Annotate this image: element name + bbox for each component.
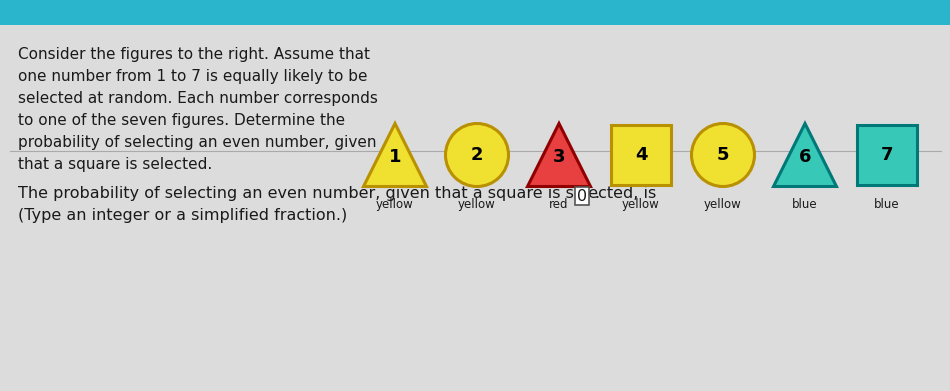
Text: Consider the figures to the right. Assume that: Consider the figures to the right. Assum… bbox=[18, 47, 370, 63]
Ellipse shape bbox=[692, 124, 754, 187]
Text: probability of selecting an even number, given: probability of selecting an even number,… bbox=[18, 135, 376, 151]
Ellipse shape bbox=[446, 124, 508, 187]
FancyBboxPatch shape bbox=[611, 125, 671, 185]
Text: 7: 7 bbox=[881, 146, 893, 164]
Text: .: . bbox=[594, 186, 599, 201]
Text: 5: 5 bbox=[716, 146, 730, 164]
FancyBboxPatch shape bbox=[857, 125, 917, 185]
Polygon shape bbox=[364, 124, 427, 187]
Text: The probability of selecting an even number, given that a square is selected, is: The probability of selecting an even num… bbox=[18, 186, 661, 201]
Text: 1: 1 bbox=[389, 149, 401, 167]
Text: yellow: yellow bbox=[458, 198, 496, 211]
Text: 2: 2 bbox=[471, 146, 484, 164]
Text: yellow: yellow bbox=[376, 198, 414, 211]
Polygon shape bbox=[773, 124, 837, 187]
Text: blue: blue bbox=[792, 198, 818, 211]
Text: yellow: yellow bbox=[622, 198, 660, 211]
Text: that a square is selected.: that a square is selected. bbox=[18, 158, 212, 172]
Text: red: red bbox=[549, 198, 569, 211]
Text: selected at random. Each number corresponds: selected at random. Each number correspo… bbox=[18, 91, 378, 106]
Text: 0: 0 bbox=[577, 188, 587, 204]
Text: to one of the seven figures. Determine the: to one of the seven figures. Determine t… bbox=[18, 113, 345, 128]
Text: 6: 6 bbox=[799, 149, 811, 167]
Text: (Type an integer or a simplified fraction.): (Type an integer or a simplified fractio… bbox=[18, 208, 348, 222]
Text: 3: 3 bbox=[553, 149, 565, 167]
FancyBboxPatch shape bbox=[0, 0, 950, 25]
Text: blue: blue bbox=[874, 198, 900, 211]
Text: yellow: yellow bbox=[704, 198, 742, 211]
Polygon shape bbox=[527, 124, 591, 187]
Text: one number from 1 to 7 is equally likely to be: one number from 1 to 7 is equally likely… bbox=[18, 70, 368, 84]
Text: 4: 4 bbox=[635, 146, 647, 164]
